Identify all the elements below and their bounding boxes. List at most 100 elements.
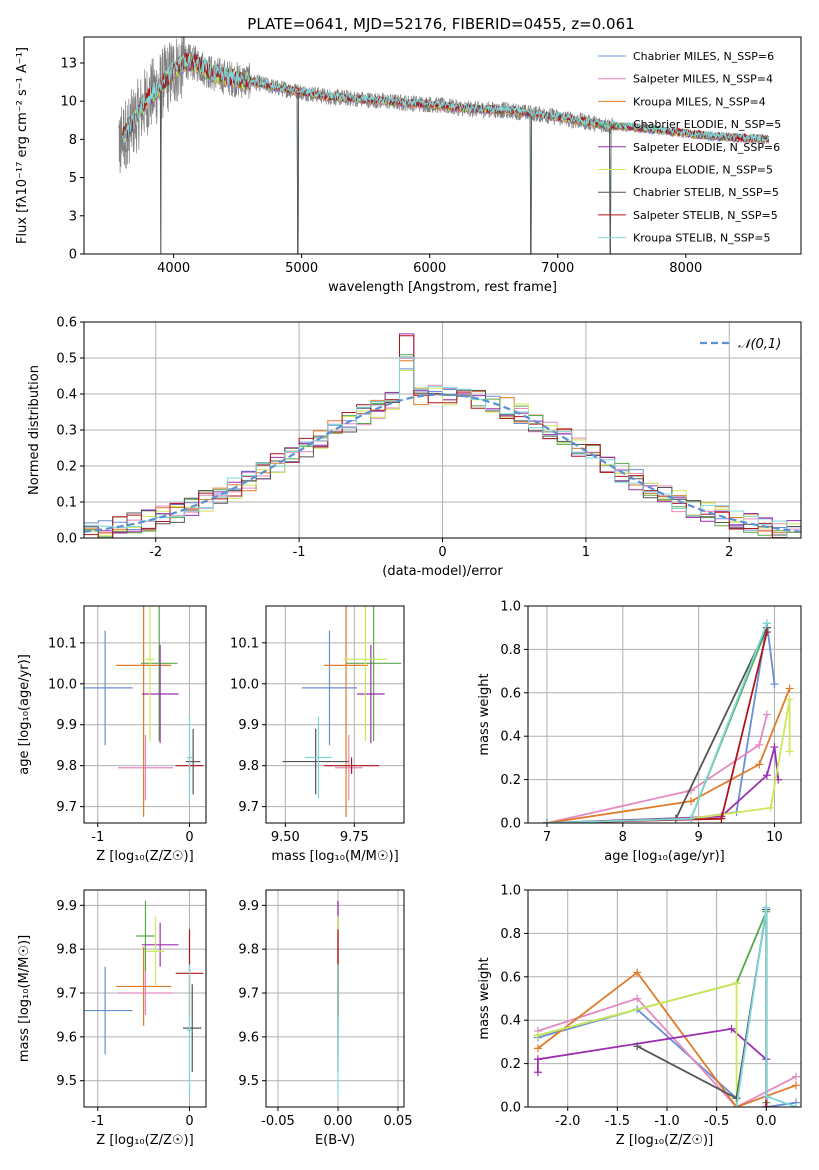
weight-vs-age-x-axis-label: age [log₁₀(age/yr)] bbox=[604, 849, 725, 864]
x-tick-label: 0.00 bbox=[324, 1114, 353, 1129]
weight-vs-age-plot-area bbox=[528, 606, 801, 823]
x-tick-label: -2.0 bbox=[555, 1114, 580, 1129]
error-bar-point bbox=[357, 644, 385, 744]
y-tick-label: 1.0 bbox=[500, 884, 521, 899]
x-tick-label: 6000 bbox=[413, 261, 446, 276]
legend-entry: 𝒩(0,1) bbox=[738, 337, 781, 352]
error-bar-point bbox=[141, 644, 179, 744]
age-vs-Z-frame bbox=[83, 605, 207, 824]
residual-histogram-kroupa-stelib bbox=[84, 356, 801, 538]
spectrum-legend: Chabrier MILES, N_SSP=6 Salpeter MILES, N… bbox=[598, 50, 781, 245]
age-vs-Z-x-axis-label: Z [log₁₀(Z/Z☉)] bbox=[96, 849, 193, 864]
residuals-y-axis-label: Normed distribution bbox=[27, 365, 42, 495]
y-tick-label: 9.8 bbox=[56, 759, 77, 774]
mass-vs-EBV-panel: -0.05 0.00 0.05 9.5 9.6 9.7 9.8 9.9 E(B-V) bbox=[238, 889, 413, 1148]
weight-marker bbox=[770, 743, 779, 752]
weight-marker bbox=[755, 760, 764, 769]
model-spectrum-line-kroupa-stelib bbox=[122, 51, 770, 144]
y-tick-label: 0.6 bbox=[56, 316, 77, 331]
y-tick-label: 9.7 bbox=[56, 800, 77, 815]
x-tick-label: -1 bbox=[91, 1114, 104, 1129]
weight-marker bbox=[762, 771, 771, 780]
x-tick-label: 0.05 bbox=[384, 1114, 413, 1129]
normal-distribution-curve bbox=[84, 393, 801, 533]
y-tick-label: 9.8 bbox=[238, 943, 259, 958]
x-tick-label: 9 bbox=[694, 830, 702, 845]
weight-line-chabrier-elodie bbox=[546, 627, 768, 823]
weight-marker bbox=[533, 1068, 542, 1077]
weight-line-chabrier-stelib bbox=[636, 909, 768, 1107]
error-bar-point bbox=[116, 946, 172, 1026]
error-bar-point bbox=[140, 606, 178, 742]
weight-marker bbox=[732, 979, 741, 988]
x-tick-label: -1.5 bbox=[605, 1114, 630, 1129]
figure-title: PLATE=0641, MJD=52176, FIBERID=0455, z=0… bbox=[247, 15, 634, 33]
y-tick-label: 0.2 bbox=[56, 460, 77, 475]
error-bar-point bbox=[117, 971, 173, 1015]
mass-vs-Z-x-axis-label: Z [log₁₀(Z/Z☉)] bbox=[96, 1133, 193, 1148]
x-tick-label: -2 bbox=[149, 545, 162, 560]
age-vs-Z-plot-area bbox=[84, 606, 206, 823]
spectrum-x-axis-label: wavelength [Angstrom, rest frame] bbox=[328, 280, 557, 295]
weight-marker bbox=[785, 684, 794, 693]
weight-marker bbox=[732, 1103, 741, 1107]
y-tick-label: 9.5 bbox=[56, 1074, 77, 1089]
y-tick-label: 9.8 bbox=[238, 759, 259, 774]
y-tick-label: 0.4 bbox=[56, 388, 77, 403]
weight-marker bbox=[633, 994, 642, 1003]
legend-entry: Salpeter STELIB, N_SSP=5 bbox=[633, 209, 778, 222]
weight-marker bbox=[785, 695, 794, 704]
y-tick-label: 9.9 bbox=[238, 899, 259, 914]
weight-marker bbox=[792, 1103, 801, 1107]
y-tick-label: 10.1 bbox=[48, 636, 77, 651]
y-tick-label: 9.7 bbox=[56, 987, 77, 1002]
spectrum-panel: Chabrier MILES, N_SSP=6 Salpeter MILES, N… bbox=[15, 36, 802, 295]
y-tick-label: 0.2 bbox=[500, 1057, 521, 1072]
error-bar-point bbox=[304, 716, 333, 799]
y-tick-label: 0.0 bbox=[56, 532, 77, 547]
y-tick-label: 0.2 bbox=[500, 773, 521, 788]
x-tick-label: -1 bbox=[293, 545, 306, 560]
age-vs-mass-panel: 9.50 9.75 9.7 9.8 9.9 10.0 10.1 mass [log₁₀(M/M… bbox=[230, 605, 405, 864]
weight-vs-Z-x-axis-label: Z [log₁₀(Z/Z☉)] bbox=[616, 1133, 713, 1148]
weight-vs-Z-frame bbox=[527, 889, 802, 1108]
weight-marker bbox=[762, 710, 771, 719]
age-vs-Z-panel: -1 0 9.7 9.8 9.9 10.0 10.1 Z [log₁₀(Z/Z☉)] age [… bbox=[17, 605, 207, 864]
spectrum-y-axis-label: Flux [fλ10⁻¹⁷ erg cm⁻² s⁻¹ A⁻¹] bbox=[15, 47, 30, 244]
y-tick-label: 10.0 bbox=[48, 677, 77, 692]
x-tick-label: -1.0 bbox=[654, 1114, 679, 1129]
residuals-x-axis-label: (data-model)/error bbox=[382, 564, 503, 579]
y-tick-label: 0.0 bbox=[500, 1101, 521, 1116]
weight-marker bbox=[766, 803, 775, 812]
error-bar-point bbox=[343, 606, 388, 742]
y-tick-label: 9.9 bbox=[56, 718, 77, 733]
weight-line-kroupa-stelib bbox=[735, 907, 797, 1107]
weight-vs-age-frame bbox=[527, 605, 802, 824]
y-tick-label: 0.4 bbox=[500, 730, 521, 745]
legend-entry: Chabrier STELIB, N_SSP=5 bbox=[633, 186, 779, 199]
mass-vs-EBV-frame bbox=[265, 889, 405, 1108]
residual-histogram-kroupa-elodie bbox=[84, 370, 801, 538]
weight-vs-age-y-axis-label: mass weight bbox=[477, 673, 492, 755]
error-bar-point bbox=[346, 606, 402, 742]
error-bar-point bbox=[183, 984, 202, 1072]
weight-marker bbox=[687, 814, 696, 823]
weight-line-chabrier-elodie bbox=[537, 911, 768, 1103]
weight-marker bbox=[762, 903, 771, 912]
residuals-panel: 𝒩(0,1) -2 -1 0 1 2 0.0 0.1 0.2 0.3 0.4 0.5 0.6 (data-… bbox=[27, 316, 802, 579]
y-tick-label: 10 bbox=[60, 95, 77, 110]
y-tick-label: 0.3 bbox=[56, 424, 77, 439]
y-tick-label: 9.6 bbox=[56, 1030, 77, 1045]
weight-marker bbox=[792, 1081, 801, 1090]
age-vs-mass-x-axis-label: mass [log₁₀(M/M☉)] bbox=[271, 849, 398, 864]
x-tick-label: 7 bbox=[543, 830, 551, 845]
y-tick-label: 9.7 bbox=[238, 987, 259, 1002]
y-tick-label: 10.0 bbox=[230, 677, 259, 692]
y-tick-label: 9.7 bbox=[238, 800, 259, 815]
mass-vs-Z-frame bbox=[83, 889, 207, 1108]
x-tick-label: -0.5 bbox=[704, 1114, 729, 1129]
x-tick-label: -0.05 bbox=[261, 1114, 295, 1129]
x-tick-label: 10 bbox=[766, 830, 783, 845]
error-bar-point bbox=[323, 606, 369, 817]
